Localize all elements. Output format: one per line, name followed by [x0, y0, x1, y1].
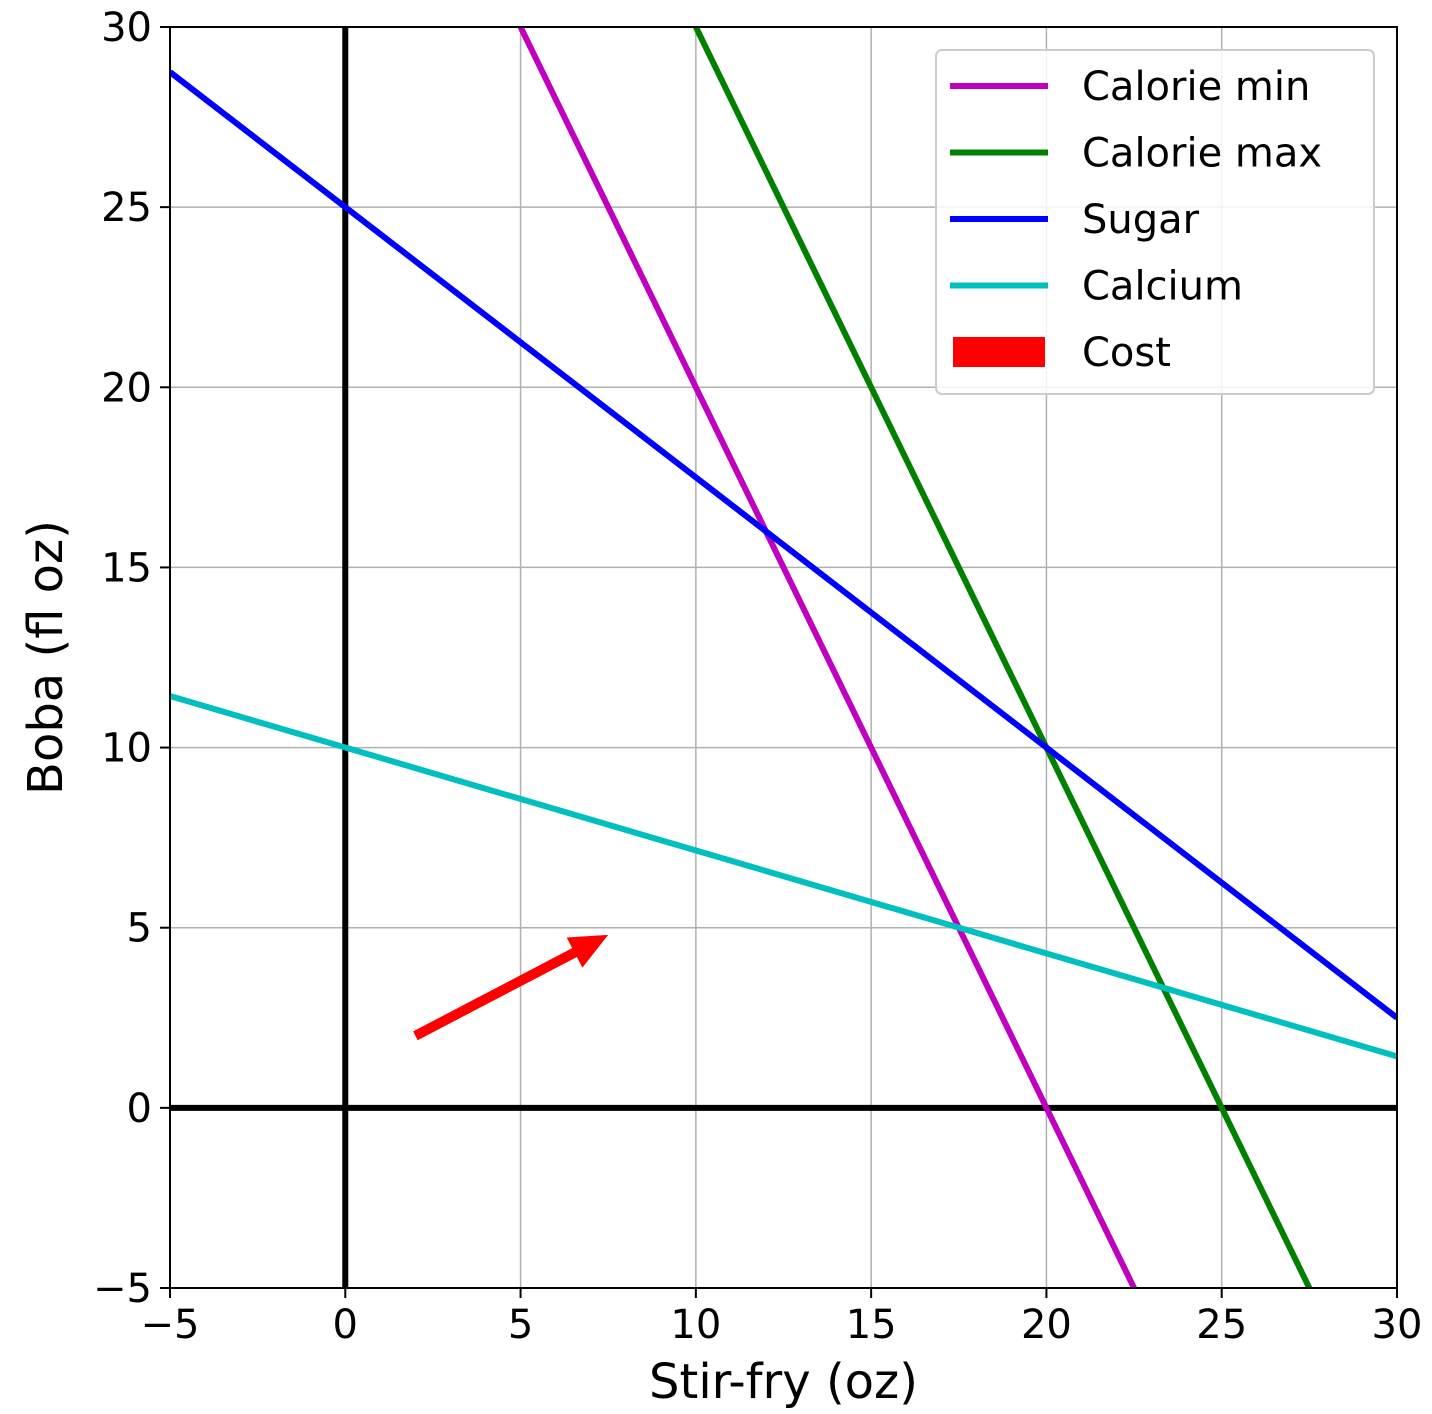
series-group — [170, 27, 1397, 1288]
y-tick-label: 15 — [101, 545, 152, 591]
legend-label-cost: Cost — [1082, 330, 1171, 376]
series-line-sugar — [170, 69, 1397, 1021]
y-tick-label: 20 — [101, 365, 152, 411]
y-tick-label: 30 — [101, 5, 152, 51]
x-tick-label: 30 — [1372, 1302, 1423, 1348]
legend-label-calcium: Calcium — [1082, 264, 1243, 310]
y-tick-label: 5 — [127, 906, 152, 952]
legend-swatch-cost — [953, 337, 1045, 367]
legend-label-calorie-max: Calorie max — [1082, 131, 1322, 177]
x-axis-label: Stir-fry (oz) — [649, 1354, 918, 1410]
legend-label-sugar: Sugar — [1082, 197, 1200, 243]
cost-arrow-group — [413, 934, 609, 1041]
plot-frame — [169, 26, 1398, 1289]
x-tick-label: 5 — [508, 1302, 533, 1348]
legend-label-calorie-min: Calorie min — [1082, 64, 1310, 110]
x-tick-label: −5 — [141, 1302, 200, 1348]
legend: Calorie min Calorie max Sugar Calcium Cost — [935, 49, 1375, 395]
x-tick-label: 15 — [846, 1302, 897, 1348]
x-tick-label: 20 — [1021, 1302, 1072, 1348]
series-line-calorie-max — [693, 27, 1313, 1288]
x-tick-label: 10 — [670, 1302, 721, 1348]
x-tick-label: 0 — [333, 1302, 358, 1348]
cost-arrow — [413, 934, 609, 1041]
y-axis-label: Boba (fl oz) — [18, 520, 74, 795]
legend-box — [935, 49, 1375, 395]
y-tick-label: 0 — [127, 1086, 152, 1132]
y-tick-label: −5 — [93, 1266, 152, 1312]
series-line-calcium — [170, 693, 1397, 1060]
y-tick-label: 25 — [101, 185, 152, 231]
x-tick-label: 25 — [1196, 1302, 1247, 1348]
series-line-calorie-min — [517, 27, 1137, 1288]
y-tick-label: 10 — [101, 726, 152, 772]
ticks: −5 0 5 10 15 20 25 30 −5 0 5 10 15 20 25 30 — [93, 5, 1422, 1348]
zero-axis-lines — [170, 27, 1397, 1288]
